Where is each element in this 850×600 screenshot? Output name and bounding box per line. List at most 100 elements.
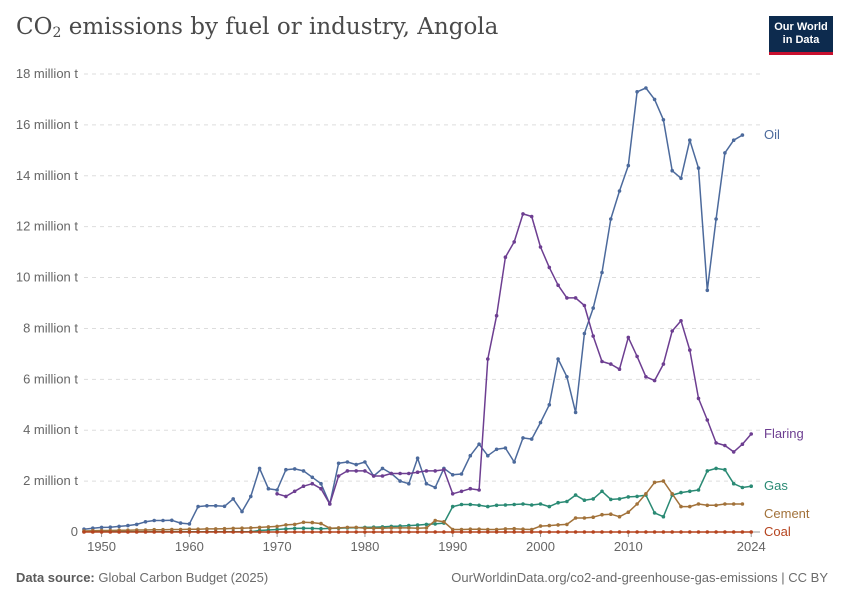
data-point-oil <box>240 509 244 514</box>
data-point-oil <box>538 420 543 425</box>
data-point-coal <box>468 530 473 534</box>
data-point-oil <box>117 524 121 529</box>
data-point-coal <box>670 530 674 534</box>
data-point-coal <box>705 530 710 534</box>
data-point-flaring <box>547 265 552 270</box>
data-point-gas <box>538 502 543 506</box>
data-point-cement <box>170 527 174 532</box>
data-point-oil <box>591 306 595 310</box>
data-point-oil <box>670 168 674 173</box>
data-point-gas <box>635 494 639 499</box>
data-point-flaring <box>301 484 306 489</box>
data-point-coal <box>626 530 631 534</box>
data-point-coal <box>652 530 657 534</box>
data-point-oil <box>134 522 139 527</box>
data-point-coal <box>257 530 262 534</box>
data-point-cement <box>731 502 736 506</box>
data-point-coal <box>371 530 376 534</box>
data-point-cement <box>292 522 297 527</box>
data-point-flaring <box>609 362 613 366</box>
data-point-flaring <box>573 296 578 300</box>
data-point-coal <box>582 530 587 534</box>
end-label-gas: Gas <box>764 478 788 493</box>
data-point-gas <box>477 503 481 508</box>
data-point-oil <box>170 518 174 523</box>
data-point-flaring <box>477 488 481 492</box>
data-point-gas <box>609 497 613 502</box>
data-point-oil <box>231 497 235 501</box>
data-point-coal <box>328 530 332 534</box>
data-point-oil <box>292 467 297 471</box>
data-point-gas <box>424 522 429 527</box>
data-source-value: Global Carbon Budget (2025) <box>94 570 269 585</box>
data-point-oil <box>450 473 455 477</box>
data-point-oil <box>398 479 402 483</box>
data-point-oil <box>266 486 271 491</box>
data-point-oil <box>310 475 315 480</box>
data-point-coal <box>126 530 130 534</box>
data-point-flaring <box>705 418 710 422</box>
data-point-oil <box>600 270 604 275</box>
x-tick-label: 1960 <box>175 539 204 554</box>
data-point-coal <box>538 530 543 534</box>
data-point-coal <box>240 530 244 534</box>
data-point-gas <box>459 502 464 507</box>
data-point-coal <box>512 530 516 534</box>
data-point-flaring <box>363 469 367 473</box>
data-point-coal <box>714 530 718 534</box>
data-point-coal <box>521 530 525 534</box>
data-point-coal <box>354 530 359 534</box>
data-point-coal <box>609 530 613 534</box>
x-tick-label: 1980 <box>350 539 379 554</box>
data-point-flaring <box>328 502 332 506</box>
data-point-flaring <box>652 378 657 383</box>
y-tick-label: 0 <box>71 524 78 539</box>
data-point-oil <box>468 453 473 458</box>
data-point-coal <box>635 530 639 534</box>
data-point-gas <box>301 526 306 530</box>
data-point-cement <box>222 526 227 531</box>
data-point-cement <box>433 518 438 523</box>
data-point-oil <box>740 133 745 137</box>
data-point-coal <box>152 530 156 534</box>
data-point-oil <box>284 467 288 472</box>
data-point-coal <box>547 530 552 534</box>
data-point-oil <box>547 403 552 407</box>
data-point-oil <box>512 460 516 464</box>
logo-line-2: in Data <box>782 34 820 46</box>
title-subscript: 2 <box>52 25 62 41</box>
data-point-coal <box>556 530 560 534</box>
data-point-flaring <box>494 313 499 318</box>
data-point-oil <box>609 217 613 221</box>
data-point-gas <box>661 514 666 519</box>
data-point-cement <box>319 521 323 526</box>
data-point-gas <box>512 502 516 507</box>
data-point-cement <box>573 516 578 520</box>
data-point-cement <box>556 523 560 527</box>
data-point-cement <box>486 527 490 532</box>
data-point-gas <box>529 503 534 507</box>
end-label-cement: Cement <box>764 506 810 521</box>
source-link[interactable]: OurWorldinData.org/co2-and-greenhouse-ga… <box>451 570 828 585</box>
data-point-cement <box>284 523 288 527</box>
data-point-oil <box>178 521 183 525</box>
data-point-cement <box>688 504 692 509</box>
data-point-coal <box>450 530 455 534</box>
x-tick-label: 2010 <box>614 539 643 554</box>
data-point-flaring <box>723 443 727 448</box>
data-point-oil <box>424 481 429 486</box>
data-point-coal <box>108 530 113 534</box>
data-point-coal <box>679 530 683 534</box>
data-point-cement <box>398 526 402 530</box>
data-point-oil <box>626 163 631 168</box>
owid-logo[interactable]: Our World in Data <box>769 16 833 55</box>
data-point-cement <box>231 526 235 531</box>
data-point-oil <box>108 525 113 529</box>
data-point-oil <box>415 456 420 461</box>
data-point-gas <box>547 504 552 509</box>
y-tick-label: 10 million t <box>16 270 79 285</box>
data-point-cement <box>529 527 534 532</box>
data-point-gas <box>275 527 279 532</box>
data-point-cement <box>494 527 499 532</box>
data-point-flaring <box>714 441 718 445</box>
